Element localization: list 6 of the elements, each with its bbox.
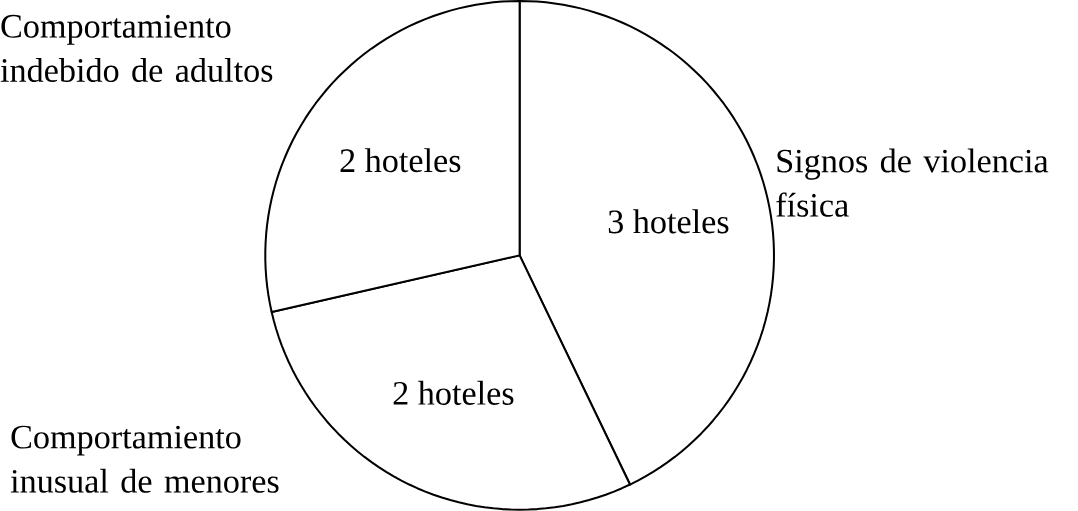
data-label: 3 hoteles [608, 209, 729, 234]
slice-label: Comportamiento indebido de adultos [0, 14, 273, 83]
slice-label: Signos de violencia física [776, 148, 1049, 217]
data-label: 2 hoteles [340, 148, 461, 173]
data-label: 2 hoteles [393, 380, 514, 406]
slice-label: Comportamiento inusual de menores [10, 425, 279, 493]
